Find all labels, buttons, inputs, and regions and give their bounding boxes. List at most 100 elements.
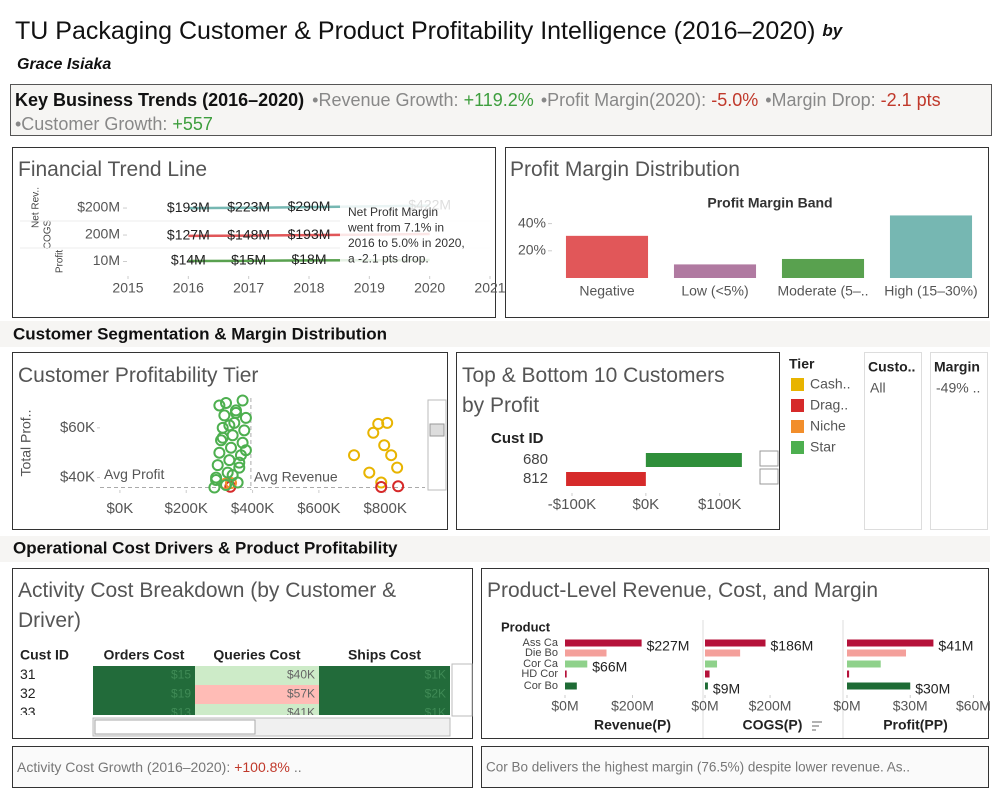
y-tick-label: 40% [518,214,546,230]
value-label: $223M [227,198,270,214]
axis-title: Profit(PP) [883,717,948,733]
point [239,444,252,457]
chart-subtitle: Profit Margin Band [707,195,832,211]
category-label: Cor Bo [524,680,558,692]
point [238,424,251,437]
scroll-thumb[interactable] [94,719,256,735]
point [226,429,239,442]
point [218,409,231,422]
trend-banner: Key Business Trends (2016–2020) •Revenue … [10,84,992,136]
filter-title: Margin [934,359,980,375]
value-label: $14M [171,252,206,268]
value-label: $186M [771,638,814,654]
bar [566,472,646,486]
bar [889,215,973,278]
y-tick-label: $60K [60,419,95,436]
scroll-thumb[interactable] [429,423,445,437]
bar [565,682,577,690]
x-tick-label: $200K [165,500,208,517]
point [224,441,237,454]
cell-background [93,685,195,704]
x-tick-label: Low (<5%) [681,283,748,299]
scrollbar[interactable] [427,399,447,491]
trend-label: •Profit Margin(2020): [540,90,707,110]
panel [12,352,448,530]
y-tick-label: $200M [77,199,120,215]
sort-icon[interactable] [812,721,822,731]
cell-value: $1K [425,668,446,682]
x-tick-label: 2015 [112,280,143,296]
category-label: Die Bo [525,647,558,659]
cell-value: $15 [171,668,191,682]
bar [705,670,710,678]
legend-label: Star [810,439,836,455]
legend-swatch [791,399,804,412]
scroll-button[interactable] [759,450,779,467]
panel [12,568,473,739]
cell-background [195,666,319,685]
category-label: 680 [523,451,548,468]
x-tick-label: $200M [611,698,654,714]
point [385,449,398,462]
panel [481,568,989,739]
point [233,456,246,469]
annotation-box [340,198,490,272]
trend-value: +557 [172,114,213,134]
legend-title: Tier [789,356,815,372]
reference-label: Avg Revenue [254,469,338,485]
point [220,479,233,492]
value-label: $193M [167,199,210,215]
scrollbar[interactable] [451,663,473,717]
table-body: 31 $15 $40K $1K 32 $19 $57K $2K 33 $13 $41K $1K [20,666,450,720]
point [363,466,376,479]
column-header: Queries Cost [213,647,300,663]
bar [565,660,588,668]
y-tick-label: $40K [60,469,95,486]
filter-card[interactable] [930,352,988,530]
trend-label: •Revenue Growth: [312,90,459,110]
row-header: 32 [20,685,36,701]
footer-clip: Cor Bo delivers the highest margin (76.5… [486,760,910,775]
annotation: 2016 to 5.0% in 2020, [348,236,465,250]
x-tick-label: High (15–30%) [884,283,977,299]
panel [505,147,989,318]
value-label: $41M [938,638,973,654]
bar [673,264,757,278]
point [236,394,249,407]
category-label: 812 [523,470,548,487]
bar [847,649,907,657]
column-header: Cust ID [20,647,69,663]
point [220,396,233,409]
point [215,434,228,447]
legend-label: Cash.. [810,376,850,392]
category-header: Product [501,619,551,634]
category-label: Cor Ca [523,658,559,670]
scroll-button[interactable] [759,468,779,485]
bar [645,453,742,467]
filter-value: -49% .. [936,380,980,396]
trend-title: Key Business Trends (2016–2020) [15,90,305,110]
point [348,449,361,462]
point [216,421,229,434]
bar [781,258,865,278]
x-tick-label: Moderate (5–.. [777,283,868,299]
annotation: a -2.1 pts drop. [348,252,429,266]
panel [12,746,473,788]
bar [847,639,934,647]
value-label: $15M [231,252,266,268]
category-header: Cust ID [491,430,544,447]
footer-label: Activity Cost Growth (2016–2020): [17,759,230,775]
cell-background [195,704,319,715]
point [375,476,388,489]
section-band [0,536,990,562]
value-label: $148M [227,226,270,242]
y-tick-label: 20% [518,242,546,258]
chart-title: Top & Bottom 10 Customers by Profit [462,364,725,417]
filter-card[interactable] [864,352,922,530]
cell-value: $41K [287,706,315,720]
axis-title: COGS(P) [743,717,803,733]
legend-swatch [791,441,804,454]
footer-tail: .. [294,759,302,775]
